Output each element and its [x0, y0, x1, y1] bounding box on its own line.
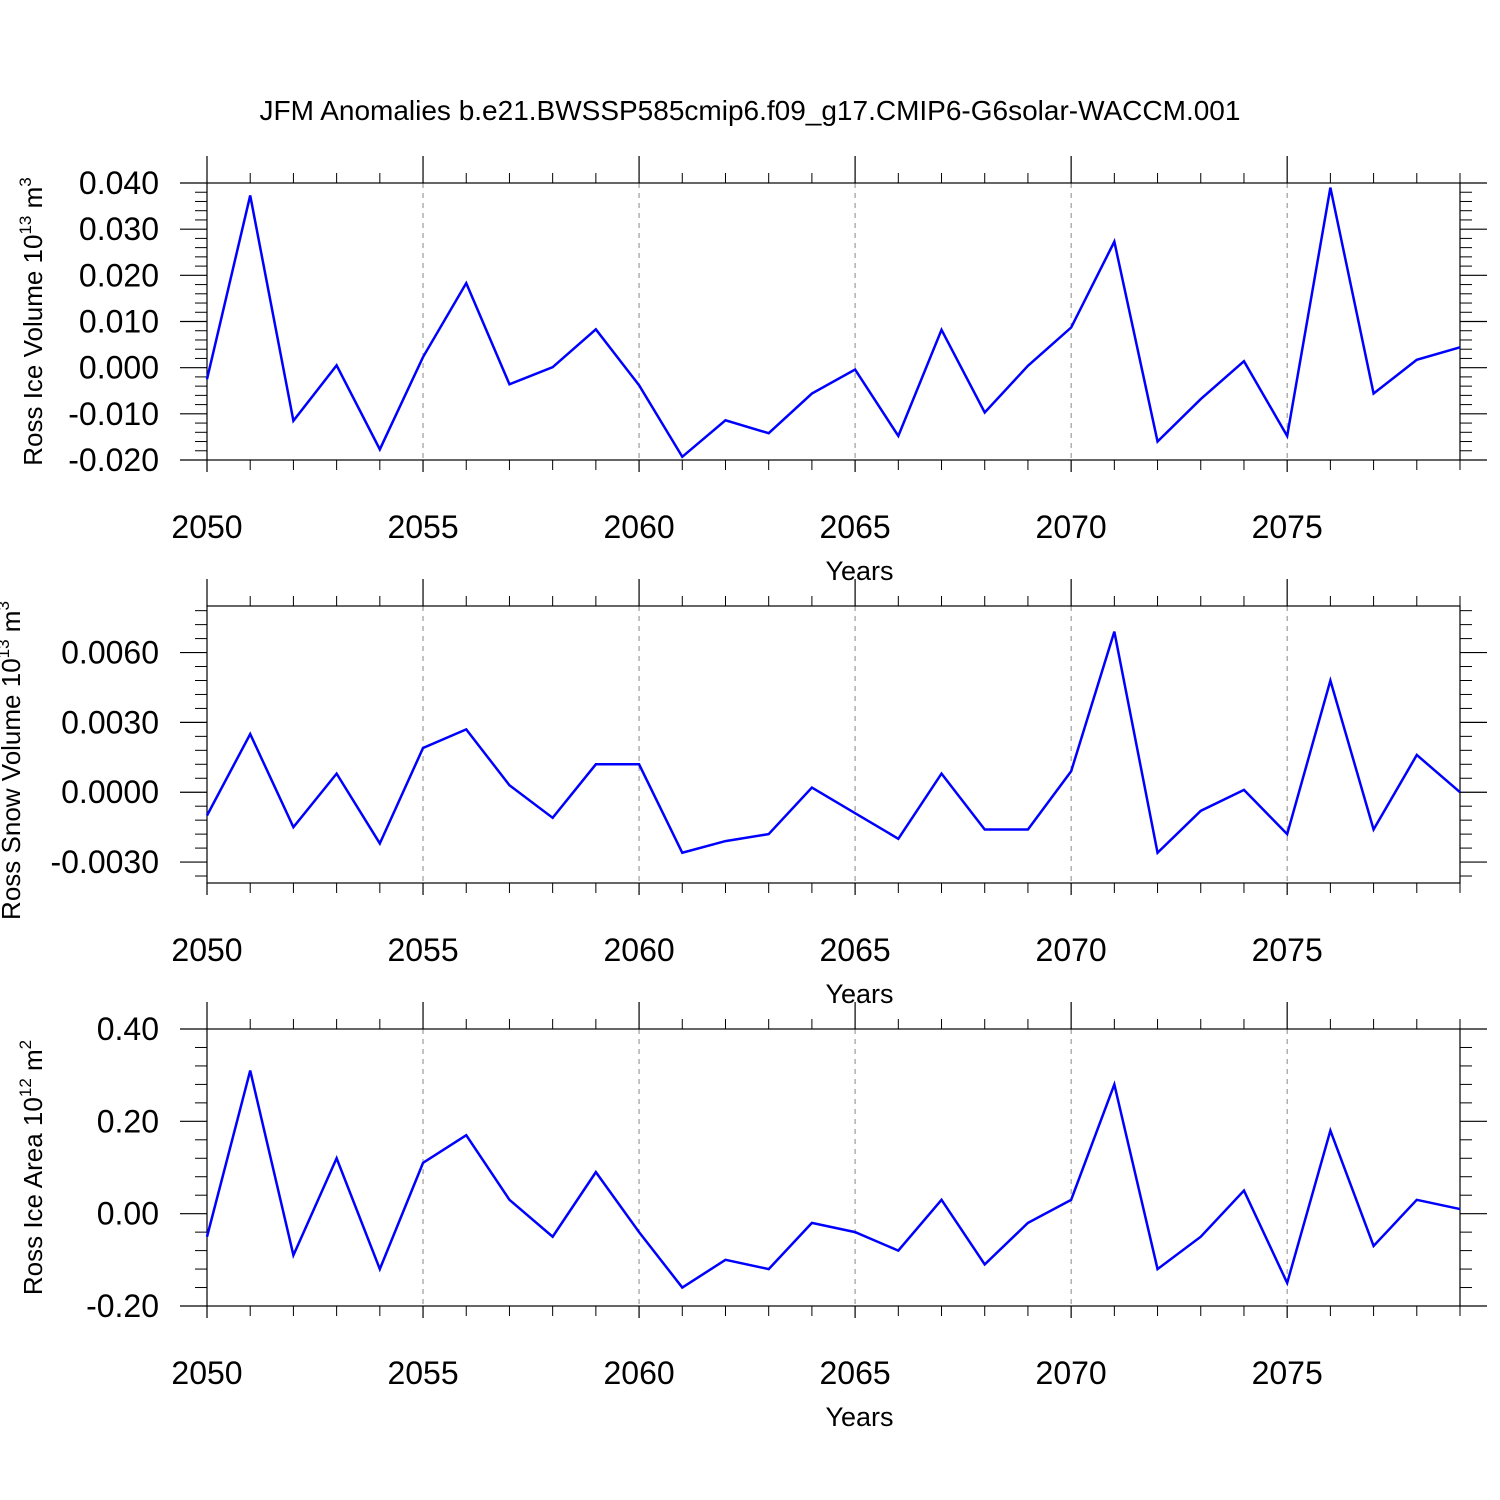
y-tick-label: 0.020	[79, 257, 159, 293]
y-axis-label: Ross Snow Volume 1013 m3	[0, 601, 26, 920]
y-axis-label-unit-exponent: 3	[0, 601, 13, 610]
x-tick-label: 2060	[603, 932, 674, 968]
y-axis-label-text: Ross Ice Area 10	[18, 1097, 48, 1295]
series-line	[205, 187, 1461, 459]
y-tick-label: 0.000	[79, 350, 159, 386]
plot-frame	[206, 1028, 1461, 1307]
y-tick-label: -0.020	[68, 442, 159, 478]
x-tick-label: 2070	[1036, 1355, 1107, 1391]
x-tick-label: 2055	[387, 1355, 458, 1391]
x-tick-label: 2065	[820, 1355, 891, 1391]
y-tick-label: 0.20	[97, 1103, 159, 1139]
y-axis-label-exponent: 13	[16, 216, 35, 235]
y-axis-label: Ross Ice Area 1012 m2	[16, 1040, 48, 1295]
y-tick-label: 0.00	[97, 1196, 159, 1232]
y-tick-label: 0.40	[97, 1011, 159, 1047]
x-tick-label: 2075	[1252, 509, 1323, 545]
x-tick-label: 2060	[603, 1355, 674, 1391]
y-axis-label-exponent: 12	[16, 1078, 35, 1097]
chart-panel-3: 2050 2055 2060 2065 2070 2075 -0.20 0.00 0.20 0.4…	[16, 1002, 1487, 1432]
x-tick-label: 2070	[1036, 932, 1107, 968]
y-tick-label: 0.0030	[61, 704, 159, 740]
y-tick-label: 0.0060	[61, 635, 159, 671]
x-tick-label: 2065	[820, 932, 891, 968]
y-axis-label: Ross Ice Volume 1013 m3	[16, 177, 48, 466]
y-axis-label-exponent: 13	[0, 639, 13, 658]
y-tick-label: 0.030	[79, 211, 159, 247]
plot-frame	[206, 605, 1461, 884]
y-axis-label-unit: m	[0, 611, 26, 640]
x-tick-label: 2060	[603, 509, 674, 545]
y-axis-label-text: Ross Ice Volume 10	[18, 235, 48, 466]
x-tick-label: 2050	[171, 1355, 242, 1391]
panels: 2050 2055 2060 2065 2070 2075 -0.020 -0.010 0.00…	[0, 156, 1487, 1432]
x-tick-label: 2075	[1252, 932, 1323, 968]
x-tick-label: 2055	[387, 509, 458, 545]
y-tick-label: 0.0000	[61, 774, 159, 810]
x-tick-label: 2075	[1252, 1355, 1323, 1391]
chart-panel-2: 2050 2055 2060 2065 2070 2075 -0.0030 0.0000 0.0…	[0, 579, 1487, 1009]
series-line	[205, 631, 1461, 856]
y-axis-label-unit-exponent: 3	[16, 177, 35, 186]
y-axis-label-text: Ross Snow Volume 10	[0, 658, 26, 920]
y-axis-label-unit: m	[18, 187, 48, 216]
y-axis-label-unit: m	[18, 1049, 48, 1078]
x-axis-label: Years	[825, 1402, 893, 1432]
x-tick-label: 2055	[387, 932, 458, 968]
x-tick-label: 2070	[1036, 509, 1107, 545]
chart-panel-1: 2050 2055 2060 2065 2070 2075 -0.020 -0.010 0.00…	[16, 156, 1487, 586]
x-axis-label: Years	[825, 979, 893, 1009]
y-axis-label-unit-exponent: 2	[16, 1040, 35, 1049]
y-tick-label: -0.20	[86, 1288, 159, 1324]
figure-title: JFM Anomalies b.e21.BWSSP585cmip6.f09_g1…	[260, 95, 1241, 126]
y-tick-label: -0.010	[68, 396, 159, 432]
series-line	[205, 1070, 1461, 1290]
x-tick-label: 2050	[171, 509, 242, 545]
y-tick-label: 0.040	[79, 165, 159, 201]
x-tick-label: 2050	[171, 932, 242, 968]
x-axis-label: Years	[825, 556, 893, 586]
y-tick-label: -0.0030	[50, 844, 159, 880]
x-tick-label: 2065	[820, 509, 891, 545]
y-tick-label: 0.010	[79, 304, 159, 340]
